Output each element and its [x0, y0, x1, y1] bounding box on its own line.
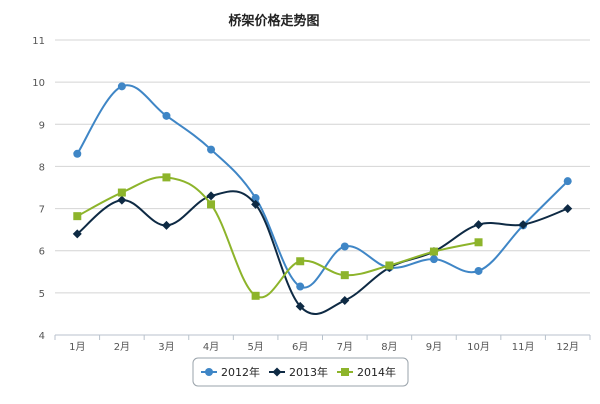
legend-item[interactable]: 2013年: [269, 365, 328, 379]
data-point[interactable]: [518, 220, 528, 230]
series-line: [76, 84, 569, 289]
data-point[interactable]: [340, 271, 349, 280]
data-point[interactable]: [429, 255, 438, 264]
data-point[interactable]: [117, 188, 126, 197]
data-point[interactable]: [563, 177, 572, 186]
data-point[interactable]: [340, 295, 350, 305]
data-point[interactable]: [251, 194, 260, 203]
legend-label: 2014年: [357, 365, 396, 379]
data-point[interactable]: [251, 291, 260, 300]
data-point[interactable]: [474, 220, 484, 230]
legend-item[interactable]: 2014年: [337, 365, 396, 379]
x-tick-label: 9月: [426, 341, 442, 353]
data-point[interactable]: [429, 247, 438, 256]
data-point[interactable]: [474, 238, 483, 247]
legend-marker[interactable]: [205, 368, 213, 376]
legend-marker[interactable]: [341, 368, 349, 376]
data-point[interactable]: [296, 257, 305, 266]
data-point[interactable]: [73, 149, 82, 158]
x-tick-label: 3月: [158, 341, 174, 353]
series-3: [73, 173, 483, 300]
data-point[interactable]: [207, 145, 216, 154]
data-point[interactable]: [206, 191, 216, 201]
data-point[interactable]: [162, 173, 171, 182]
data-point[interactable]: [161, 220, 171, 230]
x-tick-label: 1月: [69, 341, 85, 353]
data-point[interactable]: [563, 204, 573, 214]
y-tick-label: 11: [32, 36, 45, 47]
y-tick-label: 4: [39, 331, 45, 342]
data-point[interactable]: [162, 111, 171, 120]
x-tick-label: 7月: [337, 341, 353, 353]
x-tick-label: 4月: [203, 341, 219, 353]
data-point[interactable]: [207, 200, 216, 209]
data-point[interactable]: [72, 229, 82, 239]
x-tick-label: 5月: [247, 341, 263, 353]
series-2: [72, 190, 573, 315]
data-point[interactable]: [73, 212, 82, 221]
data-point[interactable]: [340, 242, 349, 251]
series-line: [76, 190, 569, 315]
legend-box: [192, 357, 409, 387]
legend[interactable]: 2012年 2013年 2014年: [192, 357, 409, 387]
y-tick-label: 10: [32, 78, 45, 89]
series-line: [76, 176, 479, 299]
data-point[interactable]: [385, 261, 394, 270]
data-point[interactable]: [296, 282, 305, 291]
y-tick-label: 7: [39, 205, 45, 216]
x-tick-label: 6月: [292, 341, 308, 353]
x-tick-label: 2月: [114, 341, 130, 353]
data-point[interactable]: [117, 82, 126, 91]
x-tick-label: 11月: [512, 341, 535, 353]
data-point[interactable]: [474, 266, 483, 275]
axes: 4 5 6 7 8 9 10 11 1月 2月 3月 4月 5月 6月 7月 8月 9月 10月 11月 12月: [32, 36, 591, 353]
series-lines: [72, 82, 573, 315]
y-tick-label: 8: [39, 162, 45, 173]
data-point[interactable]: [251, 199, 261, 209]
y-tick-label: 5: [39, 289, 45, 300]
y-tick-label: 9: [39, 120, 45, 131]
x-tick-label: 8月: [381, 341, 397, 353]
data-point[interactable]: [117, 195, 127, 205]
data-point[interactable]: [295, 301, 305, 311]
legend-label: 2013年: [289, 365, 328, 379]
grid-lines: [55, 39, 590, 336]
y-tick-label: 6: [39, 247, 45, 258]
chart-title: 桥架价格走势图: [228, 13, 319, 29]
legend-label: 2012年: [221, 365, 260, 379]
x-tick-label: 12月: [556, 341, 579, 353]
legend-marker[interactable]: [272, 367, 282, 377]
series-1: [73, 82, 572, 291]
legend-item[interactable]: 2012年: [201, 365, 260, 379]
x-tick-label: 10月: [467, 341, 490, 353]
